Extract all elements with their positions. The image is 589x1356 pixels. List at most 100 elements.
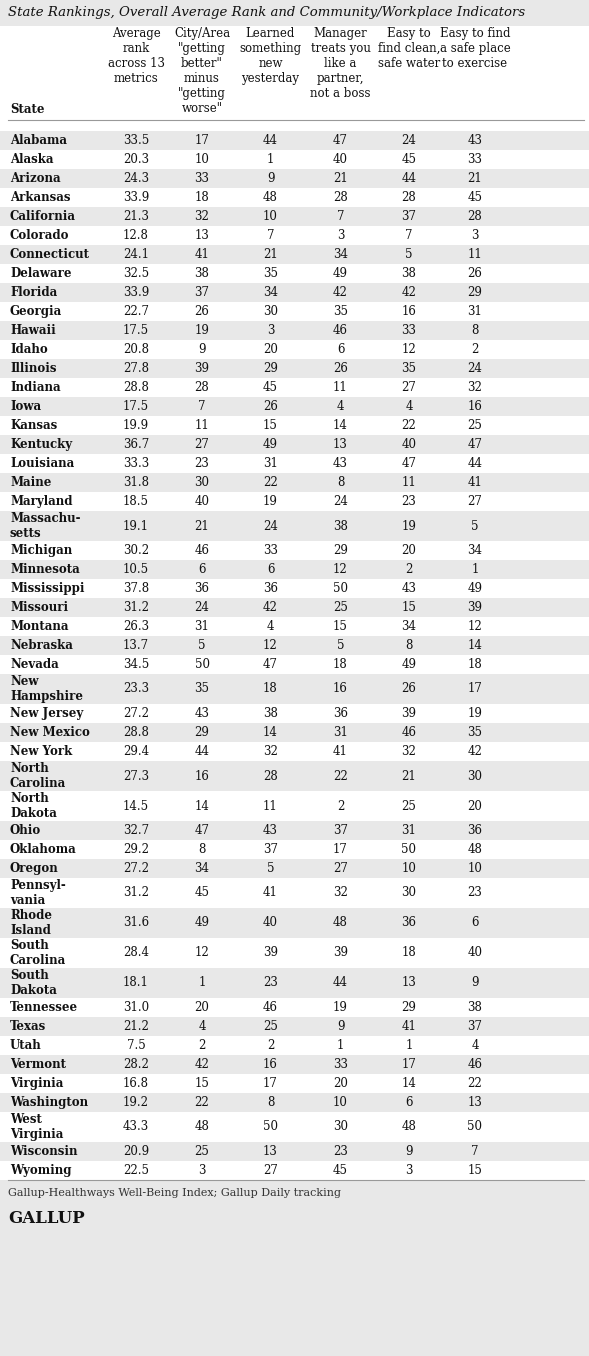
Text: 13: 13 — [194, 229, 210, 241]
Text: 40: 40 — [468, 946, 482, 960]
Text: New Mexico: New Mexico — [10, 725, 90, 739]
Text: 28: 28 — [402, 191, 416, 203]
Bar — [0, 1036, 589, 1055]
Bar — [0, 511, 589, 541]
Text: 37: 37 — [468, 1020, 482, 1033]
Text: Alabama: Alabama — [10, 134, 67, 146]
Text: 47: 47 — [468, 438, 482, 452]
Text: Gallup-Healthways Well-Being Index; Gallup Daily tracking: Gallup-Healthways Well-Being Index; Gall… — [8, 1188, 341, 1197]
Text: 43: 43 — [263, 824, 278, 837]
Text: 34: 34 — [263, 286, 278, 300]
Text: State: State — [10, 103, 45, 117]
Text: 17: 17 — [468, 682, 482, 696]
Text: 41: 41 — [468, 476, 482, 490]
Text: North
Dakota: North Dakota — [10, 792, 57, 820]
Text: Manager
treats you
like a
partner,
not a boss: Manager treats you like a partner, not a… — [310, 27, 370, 100]
Text: 47: 47 — [194, 824, 210, 837]
Text: 12: 12 — [402, 343, 416, 357]
Bar — [0, 674, 589, 704]
Text: 8: 8 — [405, 639, 413, 652]
Text: 39: 39 — [194, 362, 210, 376]
Text: 35: 35 — [194, 682, 210, 696]
Text: 37: 37 — [333, 824, 348, 837]
Text: 2: 2 — [198, 1039, 206, 1052]
Text: 19: 19 — [194, 324, 210, 338]
Text: 4: 4 — [471, 1039, 479, 1052]
Text: 20.9: 20.9 — [123, 1144, 149, 1158]
Text: Wyoming: Wyoming — [10, 1163, 71, 1177]
Text: Missouri: Missouri — [10, 601, 68, 614]
Text: Easy to find
a safe place
to exercise: Easy to find a safe place to exercise — [439, 27, 511, 71]
Text: 17.5: 17.5 — [123, 324, 149, 338]
Text: 13: 13 — [263, 1144, 278, 1158]
Text: Maryland: Maryland — [10, 495, 72, 508]
Bar — [0, 655, 589, 674]
Text: 13: 13 — [402, 976, 416, 990]
Text: 14: 14 — [194, 800, 210, 812]
Text: 3: 3 — [471, 229, 479, 241]
Text: 28: 28 — [194, 381, 209, 395]
Text: 31.2: 31.2 — [123, 601, 149, 614]
Bar — [0, 579, 589, 598]
Text: 10: 10 — [194, 153, 210, 165]
Text: Minnesota: Minnesota — [10, 563, 80, 576]
Text: Mississippi: Mississippi — [10, 582, 84, 595]
Text: 22: 22 — [194, 1096, 209, 1109]
Text: 25: 25 — [194, 1144, 210, 1158]
Text: 18: 18 — [263, 682, 278, 696]
Text: 13: 13 — [468, 1096, 482, 1109]
Text: 36: 36 — [263, 582, 278, 595]
Text: 36: 36 — [194, 582, 210, 595]
Text: Vermont: Vermont — [10, 1058, 66, 1071]
Bar — [0, 245, 589, 264]
Text: 23: 23 — [194, 457, 210, 471]
Bar — [0, 264, 589, 283]
Text: Oklahoma: Oklahoma — [10, 843, 77, 856]
Text: 49: 49 — [333, 267, 348, 279]
Text: Average
rank
across 13
metrics: Average rank across 13 metrics — [108, 27, 164, 85]
Text: 31: 31 — [194, 620, 210, 633]
Text: 14: 14 — [468, 639, 482, 652]
Text: 26: 26 — [194, 305, 210, 319]
Text: Colorado: Colorado — [10, 229, 70, 241]
Text: 29: 29 — [194, 725, 210, 739]
Text: 30: 30 — [263, 305, 278, 319]
Bar — [0, 723, 589, 742]
Text: 24: 24 — [333, 495, 348, 508]
Text: 22: 22 — [263, 476, 278, 490]
Text: 43: 43 — [333, 457, 348, 471]
Text: 20: 20 — [468, 800, 482, 812]
Text: 49: 49 — [402, 658, 416, 671]
Text: New
Hampshire: New Hampshire — [10, 675, 83, 702]
Bar — [0, 378, 589, 397]
Text: 9: 9 — [267, 172, 274, 184]
Text: 15: 15 — [194, 1077, 210, 1090]
Text: 18.5: 18.5 — [123, 495, 149, 508]
Bar — [0, 1161, 589, 1180]
Bar — [0, 26, 589, 132]
Text: 46: 46 — [194, 544, 210, 557]
Text: 42: 42 — [402, 286, 416, 300]
Text: 33: 33 — [333, 1058, 348, 1071]
Text: 12: 12 — [194, 946, 209, 960]
Text: 9: 9 — [471, 976, 479, 990]
Text: 20: 20 — [194, 1001, 210, 1014]
Text: 21.3: 21.3 — [123, 210, 149, 222]
Bar — [0, 877, 589, 909]
Text: 10: 10 — [263, 210, 278, 222]
Text: Michigan: Michigan — [10, 544, 72, 557]
Text: 30: 30 — [468, 769, 482, 782]
Bar — [0, 454, 589, 473]
Text: 3: 3 — [337, 229, 344, 241]
Text: 20.8: 20.8 — [123, 343, 149, 357]
Text: 29.4: 29.4 — [123, 744, 149, 758]
Text: 9: 9 — [198, 343, 206, 357]
Text: 24: 24 — [263, 519, 278, 533]
Text: 27.2: 27.2 — [123, 706, 149, 720]
Text: 42: 42 — [468, 744, 482, 758]
Text: 49: 49 — [468, 582, 482, 595]
Text: 33: 33 — [263, 544, 278, 557]
Text: 14: 14 — [263, 725, 278, 739]
Text: 26: 26 — [333, 362, 348, 376]
Text: 29: 29 — [468, 286, 482, 300]
